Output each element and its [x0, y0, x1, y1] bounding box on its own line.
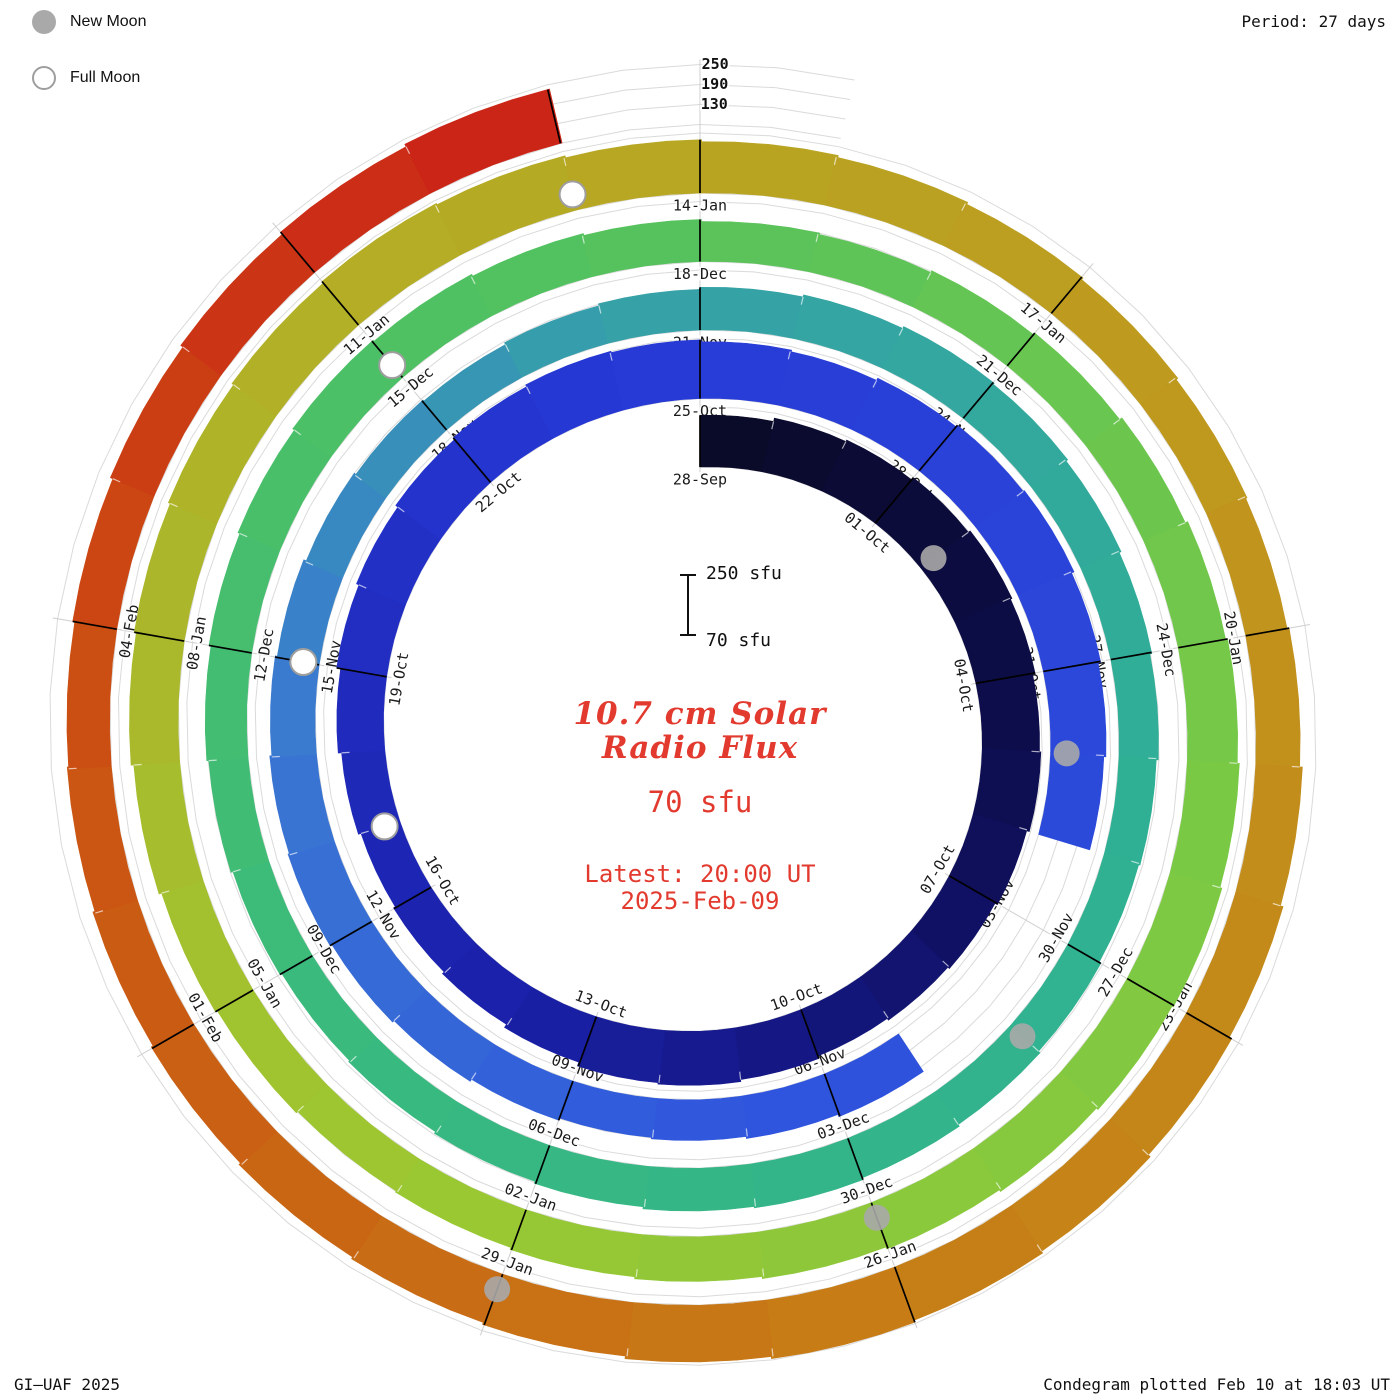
- flux-bar: [435, 155, 579, 256]
- flux-bar: [133, 760, 204, 895]
- flux-bar: [92, 898, 195, 1048]
- flux-bar: [1017, 571, 1102, 673]
- new-moon-marker: [484, 1276, 511, 1303]
- flux-bar: [1126, 872, 1223, 1008]
- flux-bar: [582, 219, 702, 278]
- date-label: 18-Dec: [673, 265, 727, 283]
- flux-bar: [882, 326, 995, 420]
- flux-bar: [563, 139, 702, 211]
- flux-bar: [321, 203, 463, 326]
- flux-bar: [1043, 661, 1107, 758]
- flux-bar: [1110, 652, 1159, 761]
- flux-bar: [525, 350, 625, 439]
- flux-bar: [756, 1202, 888, 1279]
- flux-bar: [509, 1209, 642, 1278]
- flux-bar: [150, 1022, 277, 1165]
- flux-bar: [66, 619, 118, 770]
- date-label: 14-Jan: [673, 197, 727, 215]
- flux-bar: [642, 1163, 756, 1212]
- flux-bar: [269, 752, 335, 856]
- flux-bar: [823, 1033, 924, 1118]
- flux-bar: [504, 986, 597, 1063]
- flux-bar: [869, 1147, 1002, 1250]
- flux-bar: [859, 930, 949, 1021]
- flux-bar: [348, 1036, 458, 1133]
- flux-bar: [270, 655, 320, 758]
- flux-bar: [533, 1144, 650, 1208]
- flux-bar: [1103, 756, 1157, 866]
- new-moon-marker: [920, 545, 947, 572]
- full-moon-marker: [558, 180, 587, 209]
- flux-bar: [972, 748, 1042, 832]
- flux-bar: [748, 1137, 864, 1209]
- flux-bar: [975, 490, 1075, 597]
- flux-bar: [824, 156, 969, 247]
- flux-bar: [910, 875, 996, 970]
- flux-bar: [351, 1214, 504, 1324]
- flux-bar: [433, 1100, 550, 1183]
- new-moon-marker: [1053, 740, 1080, 767]
- flux-bar: [1059, 978, 1174, 1110]
- flux-bar: [1050, 278, 1179, 406]
- flux-bar: [305, 472, 387, 579]
- flux-bar: [354, 399, 448, 499]
- flux-bar: [442, 942, 533, 1026]
- flux-bar: [238, 1129, 382, 1259]
- flux-bar: [404, 88, 563, 195]
- flux-bar: [943, 203, 1084, 315]
- flux-bar: [764, 1266, 916, 1359]
- flux-bar: [66, 764, 138, 914]
- flux-bar: [808, 233, 933, 308]
- flux-bar: [609, 339, 702, 411]
- full-moon-marker: [289, 648, 318, 677]
- new-moon-marker: [863, 1204, 890, 1231]
- flux-bar: [624, 1299, 774, 1363]
- radial-tick-label: 190: [701, 75, 728, 93]
- flux-bar: [204, 644, 253, 762]
- flux-bar: [657, 1027, 742, 1086]
- flux-bar: [975, 673, 1040, 754]
- flux-bar: [699, 341, 793, 406]
- full-moon-marker: [378, 351, 407, 380]
- flux-bar: [336, 667, 388, 754]
- flux-bar: [1030, 459, 1122, 570]
- flux-bar: [482, 1273, 634, 1357]
- date-label: 28-Sep: [673, 471, 727, 489]
- flux-bar: [962, 383, 1069, 488]
- flux-bar: [954, 597, 1036, 685]
- flux-bar: [699, 414, 775, 473]
- flux-bar: [372, 273, 493, 378]
- flux-bar: [1177, 638, 1238, 766]
- radial-tick-label: 130: [701, 95, 728, 113]
- flux-bar: [287, 840, 373, 946]
- flux-bar: [395, 1157, 527, 1249]
- flux-bar: [1080, 550, 1153, 662]
- flux-bar: [699, 141, 839, 206]
- full-moon-marker: [370, 812, 399, 841]
- flux-bar: [292, 339, 404, 458]
- flux-bar: [393, 886, 477, 974]
- flux-bar: [276, 559, 344, 666]
- flux-bar: [972, 1071, 1098, 1193]
- flux-bar: [699, 221, 821, 273]
- flux-bar: [1140, 377, 1248, 516]
- flux-bar: [650, 1095, 748, 1141]
- flux-bar: [557, 1080, 658, 1138]
- flux-bar: [741, 1073, 840, 1139]
- flux-bar: [470, 233, 594, 317]
- flux-bar: [1038, 752, 1105, 851]
- flux-bar: [948, 813, 1028, 906]
- flux-bar: [576, 1016, 666, 1084]
- flux-bar: [129, 630, 185, 766]
- radial-tick-label: 250: [702, 55, 729, 73]
- flux-bar: [208, 756, 270, 873]
- flux-bar: [634, 1231, 764, 1282]
- new-moon-marker: [1009, 1023, 1036, 1050]
